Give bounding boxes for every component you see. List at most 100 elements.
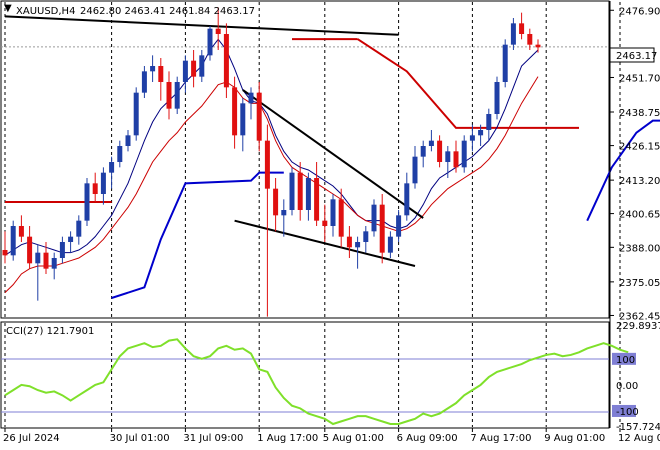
- stepped-level-line: [111, 171, 284, 299]
- candle-down: [215, 28, 221, 34]
- price-tick-label: 2413.20: [619, 176, 660, 187]
- candle-up: [207, 28, 213, 56]
- time-tick-label: 9 Aug 01:00: [544, 433, 605, 444]
- overlay-layer: [1, 15, 660, 299]
- candle-up: [51, 258, 57, 269]
- candle-up: [289, 172, 295, 210]
- header: ▼ XAUUSD,H4 2462.80 2463.41 2461.84 2463…: [4, 3, 255, 17]
- time-tick-label: 5 Aug 01:00: [323, 433, 384, 444]
- cci-title: CCI(27) 121.7901: [6, 326, 94, 337]
- candle-up: [445, 151, 451, 162]
- candle-up: [35, 252, 41, 264]
- time-tick-label: 30 Jul 01:00: [110, 433, 170, 444]
- time-tick-label: 1 Aug 17:00: [257, 433, 318, 444]
- cci-pane-border: [0, 321, 610, 429]
- candle-up: [117, 146, 123, 162]
- candle-down: [527, 34, 533, 45]
- candle-up: [355, 242, 361, 248]
- time-axis: 26 Jul 2024 30 Jul 01:00 31 Jul 09:00 1 Aug…: [3, 428, 660, 444]
- candle-up: [150, 66, 156, 72]
- cci-tick-label: 0.00: [616, 381, 638, 392]
- candle-up: [461, 140, 467, 168]
- candle-down: [338, 199, 344, 237]
- candle-up: [10, 226, 16, 256]
- time-tick-label: 7 Aug 17:00: [470, 433, 531, 444]
- price-tick-label: 2400.65: [619, 210, 660, 221]
- trendline: [4, 15, 399, 36]
- candle-up: [502, 44, 508, 82]
- candle-down: [437, 140, 443, 162]
- chevron-down-icon[interactable]: ▼: [4, 3, 12, 14]
- ohlc-readout: 2462.80 2463.41 2461.84 2463.17: [80, 6, 255, 17]
- current-price-label: 2463.17: [616, 51, 657, 62]
- candle-up: [68, 236, 74, 242]
- cci-line: [4, 338, 629, 426]
- candles-layer: [2, 7, 541, 317]
- price-tick-label: 2476.90: [619, 6, 660, 17]
- candle-up: [371, 204, 377, 232]
- cci-level-badge: [612, 352, 636, 365]
- candle-down: [535, 44, 541, 48]
- price-tick-label: 2426.15: [619, 142, 660, 153]
- candle-up: [100, 172, 106, 194]
- candle-up: [478, 130, 484, 136]
- price-tick-label: 2375.05: [619, 278, 660, 289]
- candle-up: [109, 162, 115, 173]
- price-tick-label: 2438.75: [619, 108, 660, 119]
- candle-down: [519, 23, 525, 34]
- candle-down: [2, 250, 8, 256]
- stepped-level-line: [586, 119, 660, 222]
- moving-average-line: [4, 76, 539, 294]
- candle-down: [256, 92, 262, 141]
- time-tick-label: 12 Aug 09:00: [618, 433, 660, 444]
- candle-down: [92, 183, 98, 194]
- candle-down: [264, 140, 270, 189]
- time-tick-label: 31 Jul 09:00: [183, 433, 243, 444]
- stepped-level-line: [357, 38, 497, 129]
- candle-down: [453, 151, 459, 168]
- cci-tick-label: -100: [616, 407, 639, 418]
- candle-up: [248, 92, 254, 104]
- candle-down: [314, 178, 320, 221]
- candle-up: [281, 210, 287, 216]
- cci-tick-label: 100: [616, 355, 635, 366]
- time-tick-label: 26 Jul 2024: [3, 433, 60, 444]
- candle-up: [141, 71, 147, 93]
- cci-pane: CCI(27) 121.7901 229.8937 100 0.00 -100 -157…: [1, 321, 660, 433]
- candle-down: [166, 82, 172, 109]
- candle-up: [240, 103, 246, 136]
- symbol-label: XAUUSD,H4: [16, 6, 75, 17]
- candle-up: [412, 156, 418, 184]
- price-axis: 2476.90 2451.70 2438.75 2426.15 2413.20 2400.…: [610, 6, 660, 322]
- candle-down: [43, 252, 49, 269]
- candle-down: [297, 172, 303, 210]
- candle-up: [494, 82, 500, 114]
- candle-up: [174, 82, 180, 109]
- candle-up: [330, 199, 336, 226]
- moving-average-line: [4, 38, 539, 256]
- candle-up: [510, 23, 516, 45]
- candle-up: [59, 242, 65, 258]
- candle-up: [396, 215, 402, 237]
- cci-tick-label: 229.8937: [616, 321, 660, 332]
- candle-down: [346, 236, 352, 248]
- candle-up: [182, 60, 188, 82]
- candle-down: [273, 188, 279, 216]
- candle-down: [232, 87, 238, 136]
- candle-down: [223, 34, 229, 88]
- main-pane-border: [0, 0, 610, 319]
- candle-up: [469, 135, 475, 141]
- candle-up: [199, 55, 205, 77]
- candle-up: [486, 114, 492, 130]
- candle-up: [404, 183, 410, 216]
- trendline: [242, 89, 424, 219]
- price-tick-label: 2388.00: [619, 243, 660, 254]
- candle-down: [27, 236, 33, 264]
- candle-up: [363, 231, 369, 242]
- current-price-box: [609, 47, 655, 63]
- candle-down: [158, 66, 164, 82]
